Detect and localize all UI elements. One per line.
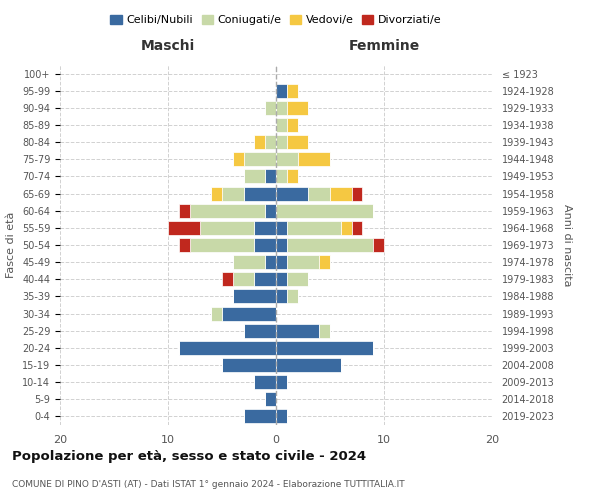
Bar	[233, 272, 254, 286]
Bar	[276, 238, 287, 252]
Bar	[276, 221, 287, 235]
Text: Popolazione per età, sesso e stato civile - 2024: Popolazione per età, sesso e stato civil…	[12, 450, 366, 463]
Bar	[352, 221, 362, 235]
Bar	[265, 101, 276, 115]
Bar	[244, 324, 276, 338]
Bar	[287, 272, 308, 286]
Bar	[352, 186, 362, 200]
Bar	[265, 170, 276, 183]
Bar	[244, 186, 276, 200]
Bar	[287, 290, 298, 304]
Bar	[287, 255, 319, 269]
Bar	[276, 341, 373, 355]
Bar	[265, 392, 276, 406]
Bar	[222, 272, 233, 286]
Bar	[276, 152, 298, 166]
Bar	[179, 238, 190, 252]
Bar	[287, 170, 298, 183]
Bar	[211, 186, 222, 200]
Bar	[200, 221, 254, 235]
Text: COMUNE DI PINO D'ASTI (AT) - Dati ISTAT 1° gennaio 2024 - Elaborazione TUTTITALI: COMUNE DI PINO D'ASTI (AT) - Dati ISTAT …	[12, 480, 404, 489]
Bar	[222, 186, 244, 200]
Y-axis label: Anni di nascita: Anni di nascita	[562, 204, 572, 286]
Text: Femmine: Femmine	[349, 39, 419, 53]
Bar	[276, 135, 287, 149]
Bar	[276, 290, 287, 304]
Bar	[254, 135, 265, 149]
Bar	[287, 238, 373, 252]
Bar	[244, 152, 276, 166]
Bar	[276, 272, 287, 286]
Bar	[233, 255, 265, 269]
Bar	[168, 221, 200, 235]
Bar	[190, 204, 265, 218]
Bar	[244, 170, 265, 183]
Bar	[276, 410, 287, 424]
Bar	[276, 84, 287, 98]
Bar	[222, 306, 276, 320]
Legend: Celibi/Nubili, Coniugati/e, Vedovi/e, Divorziati/e: Celibi/Nubili, Coniugati/e, Vedovi/e, Di…	[106, 10, 446, 30]
Bar	[265, 204, 276, 218]
Bar	[308, 186, 330, 200]
Bar	[287, 118, 298, 132]
Bar	[319, 324, 330, 338]
Bar	[254, 238, 276, 252]
Bar	[265, 255, 276, 269]
Bar	[330, 186, 352, 200]
Bar	[287, 135, 308, 149]
Bar	[373, 238, 384, 252]
Bar	[244, 410, 276, 424]
Bar	[276, 101, 287, 115]
Bar	[276, 118, 287, 132]
Bar	[298, 152, 330, 166]
Bar	[276, 170, 287, 183]
Bar	[190, 238, 254, 252]
Bar	[254, 375, 276, 389]
Bar	[233, 152, 244, 166]
Bar	[276, 375, 287, 389]
Bar	[276, 186, 308, 200]
Bar	[254, 272, 276, 286]
Bar	[265, 135, 276, 149]
Bar	[276, 255, 287, 269]
Bar	[276, 204, 373, 218]
Bar	[233, 290, 276, 304]
Bar	[276, 324, 319, 338]
Bar	[287, 84, 298, 98]
Text: Maschi: Maschi	[141, 39, 195, 53]
Bar	[341, 221, 352, 235]
Bar	[211, 306, 222, 320]
Y-axis label: Fasce di età: Fasce di età	[7, 212, 16, 278]
Bar	[287, 101, 308, 115]
Bar	[319, 255, 330, 269]
Bar	[287, 221, 341, 235]
Bar	[222, 358, 276, 372]
Bar	[276, 358, 341, 372]
Bar	[179, 204, 190, 218]
Bar	[254, 221, 276, 235]
Bar	[179, 341, 276, 355]
